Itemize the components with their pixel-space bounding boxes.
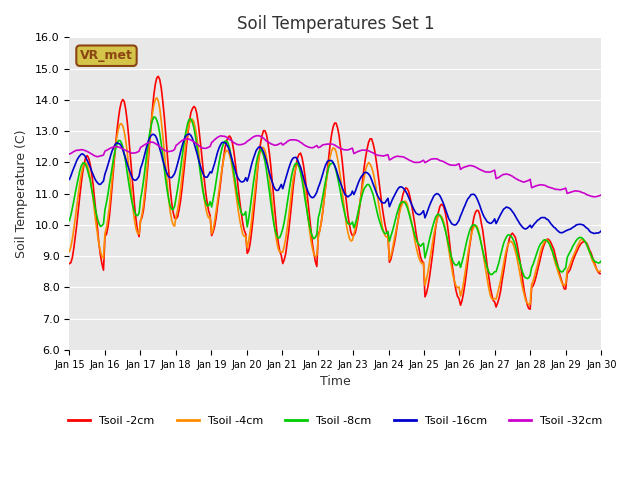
Legend: Tsoil -2cm, Tsoil -4cm, Tsoil -8cm, Tsoil -16cm, Tsoil -32cm: Tsoil -2cm, Tsoil -4cm, Tsoil -8cm, Tsoi… bbox=[63, 412, 607, 431]
Tsoil -32cm bbox=[255, 133, 263, 139]
Y-axis label: Soil Temperature (C): Soil Temperature (C) bbox=[15, 130, 28, 258]
Tsoil -16cm bbox=[300, 175, 307, 180]
Title: Soil Temperatures Set 1: Soil Temperatures Set 1 bbox=[237, 15, 434, 33]
Tsoil -8cm bbox=[131, 209, 138, 215]
Tsoil -2cm bbox=[252, 184, 260, 190]
Tsoil -32cm bbox=[591, 194, 599, 200]
Tsoil -32cm bbox=[65, 151, 73, 157]
Tsoil -32cm bbox=[131, 150, 138, 156]
Tsoil -4cm bbox=[153, 95, 161, 101]
Tsoil -2cm bbox=[300, 163, 307, 168]
Tsoil -2cm bbox=[597, 271, 605, 276]
Tsoil -4cm bbox=[525, 301, 532, 307]
Tsoil -8cm bbox=[65, 218, 73, 224]
Tsoil -32cm bbox=[570, 189, 577, 194]
Tsoil -16cm bbox=[186, 131, 193, 137]
Tsoil -16cm bbox=[597, 228, 605, 234]
Line: Tsoil -4cm: Tsoil -4cm bbox=[69, 98, 601, 304]
Tsoil -2cm bbox=[225, 133, 233, 139]
Tsoil -2cm bbox=[154, 73, 162, 79]
Tsoil -4cm bbox=[597, 268, 605, 274]
Tsoil -4cm bbox=[65, 249, 73, 254]
Tsoil -16cm bbox=[65, 177, 73, 182]
Line: Tsoil -8cm: Tsoil -8cm bbox=[69, 117, 601, 278]
Tsoil -8cm bbox=[597, 258, 605, 264]
Tsoil -16cm bbox=[243, 178, 251, 184]
Tsoil -2cm bbox=[526, 306, 534, 312]
Tsoil -8cm bbox=[150, 114, 157, 120]
Text: VR_met: VR_met bbox=[80, 49, 133, 62]
Tsoil -32cm bbox=[300, 142, 307, 147]
Tsoil -8cm bbox=[243, 224, 251, 230]
Tsoil -16cm bbox=[225, 147, 233, 153]
Tsoil -4cm bbox=[571, 250, 579, 256]
Tsoil -4cm bbox=[300, 179, 307, 184]
X-axis label: Time: Time bbox=[320, 375, 351, 388]
Tsoil -32cm bbox=[251, 133, 259, 139]
Tsoil -2cm bbox=[571, 253, 579, 259]
Line: Tsoil -2cm: Tsoil -2cm bbox=[69, 76, 601, 309]
Tsoil -8cm bbox=[300, 186, 307, 192]
Tsoil -16cm bbox=[590, 230, 598, 236]
Tsoil -32cm bbox=[224, 135, 232, 141]
Tsoil -2cm bbox=[131, 203, 138, 209]
Tsoil -8cm bbox=[571, 240, 579, 246]
Tsoil -32cm bbox=[242, 140, 250, 145]
Tsoil -4cm bbox=[252, 177, 260, 182]
Tsoil -16cm bbox=[252, 148, 260, 154]
Tsoil -8cm bbox=[225, 144, 233, 150]
Tsoil -4cm bbox=[225, 152, 233, 157]
Tsoil -2cm bbox=[243, 251, 251, 256]
Line: Tsoil -32cm: Tsoil -32cm bbox=[69, 136, 601, 197]
Tsoil -16cm bbox=[570, 224, 577, 230]
Line: Tsoil -16cm: Tsoil -16cm bbox=[69, 134, 601, 233]
Tsoil -8cm bbox=[252, 161, 260, 167]
Tsoil -16cm bbox=[131, 177, 138, 183]
Tsoil -2cm bbox=[65, 261, 73, 266]
Tsoil -4cm bbox=[131, 218, 138, 224]
Tsoil -8cm bbox=[524, 276, 531, 281]
Tsoil -4cm bbox=[243, 245, 251, 251]
Tsoil -32cm bbox=[597, 192, 605, 198]
